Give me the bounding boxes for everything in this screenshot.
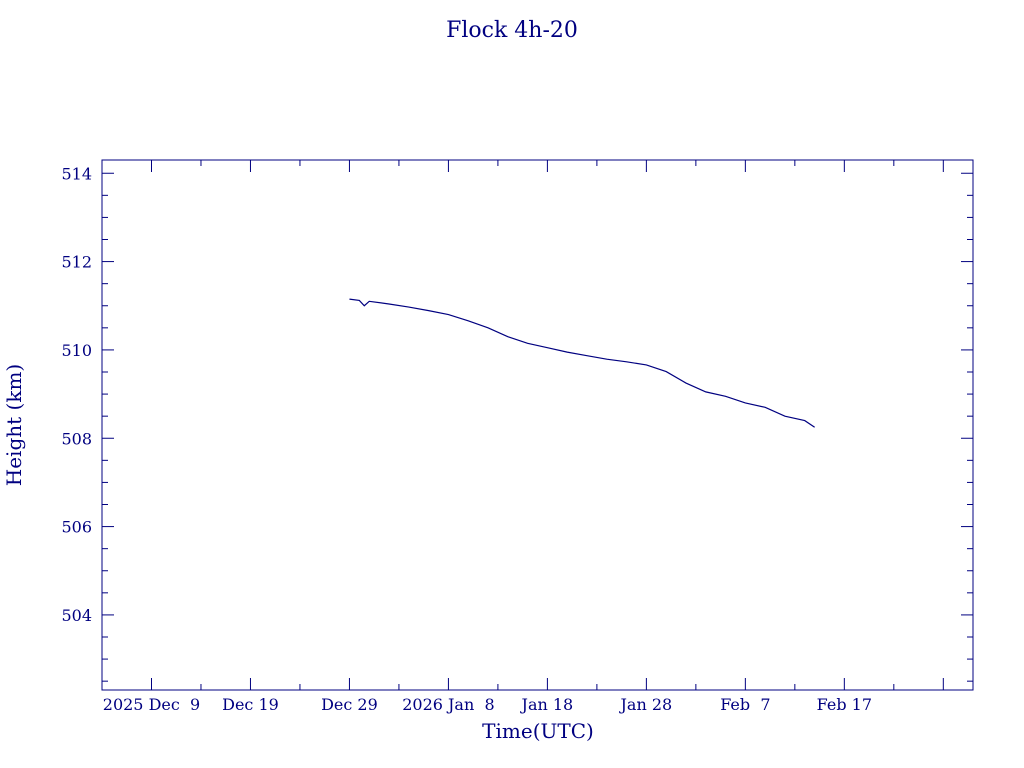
x-axis-label: Time(UTC) xyxy=(482,719,594,743)
y-tick-label: 512 xyxy=(61,253,92,272)
x-tick-label: Feb 17 xyxy=(817,695,872,714)
x-tick-label: 2026 Jan 8 xyxy=(402,695,494,714)
y-tick-label: 510 xyxy=(61,341,92,360)
plot-frame xyxy=(101,159,974,691)
x-tick-label: Jan 18 xyxy=(520,695,574,714)
x-tick-labels: 2025 Dec 9 Dec 19 Dec 29 2026 Jan 8 Jan 18 Ja… xyxy=(103,695,872,714)
x-tick-label: Dec 19 xyxy=(222,695,279,714)
x-tick-label: Feb 7 xyxy=(720,695,770,714)
x-tick-label: 2025 Dec 9 xyxy=(103,695,200,714)
y-tick-label: 514 xyxy=(61,164,92,183)
x-tick-label: Dec 29 xyxy=(321,695,378,714)
y-tick-label: 504 xyxy=(61,606,92,625)
y-tick-label: 508 xyxy=(61,429,92,448)
axis-ticks xyxy=(101,160,973,690)
y-tick-labels: 504 506 508 510 512 514 xyxy=(61,164,92,625)
y-tick-label: 506 xyxy=(61,518,92,537)
x-tick-label: Jan 28 xyxy=(619,695,673,714)
chart-title: Flock 4h-20 xyxy=(446,18,578,43)
series-line xyxy=(349,298,815,428)
y-axis-label: Height (km) xyxy=(2,364,26,486)
